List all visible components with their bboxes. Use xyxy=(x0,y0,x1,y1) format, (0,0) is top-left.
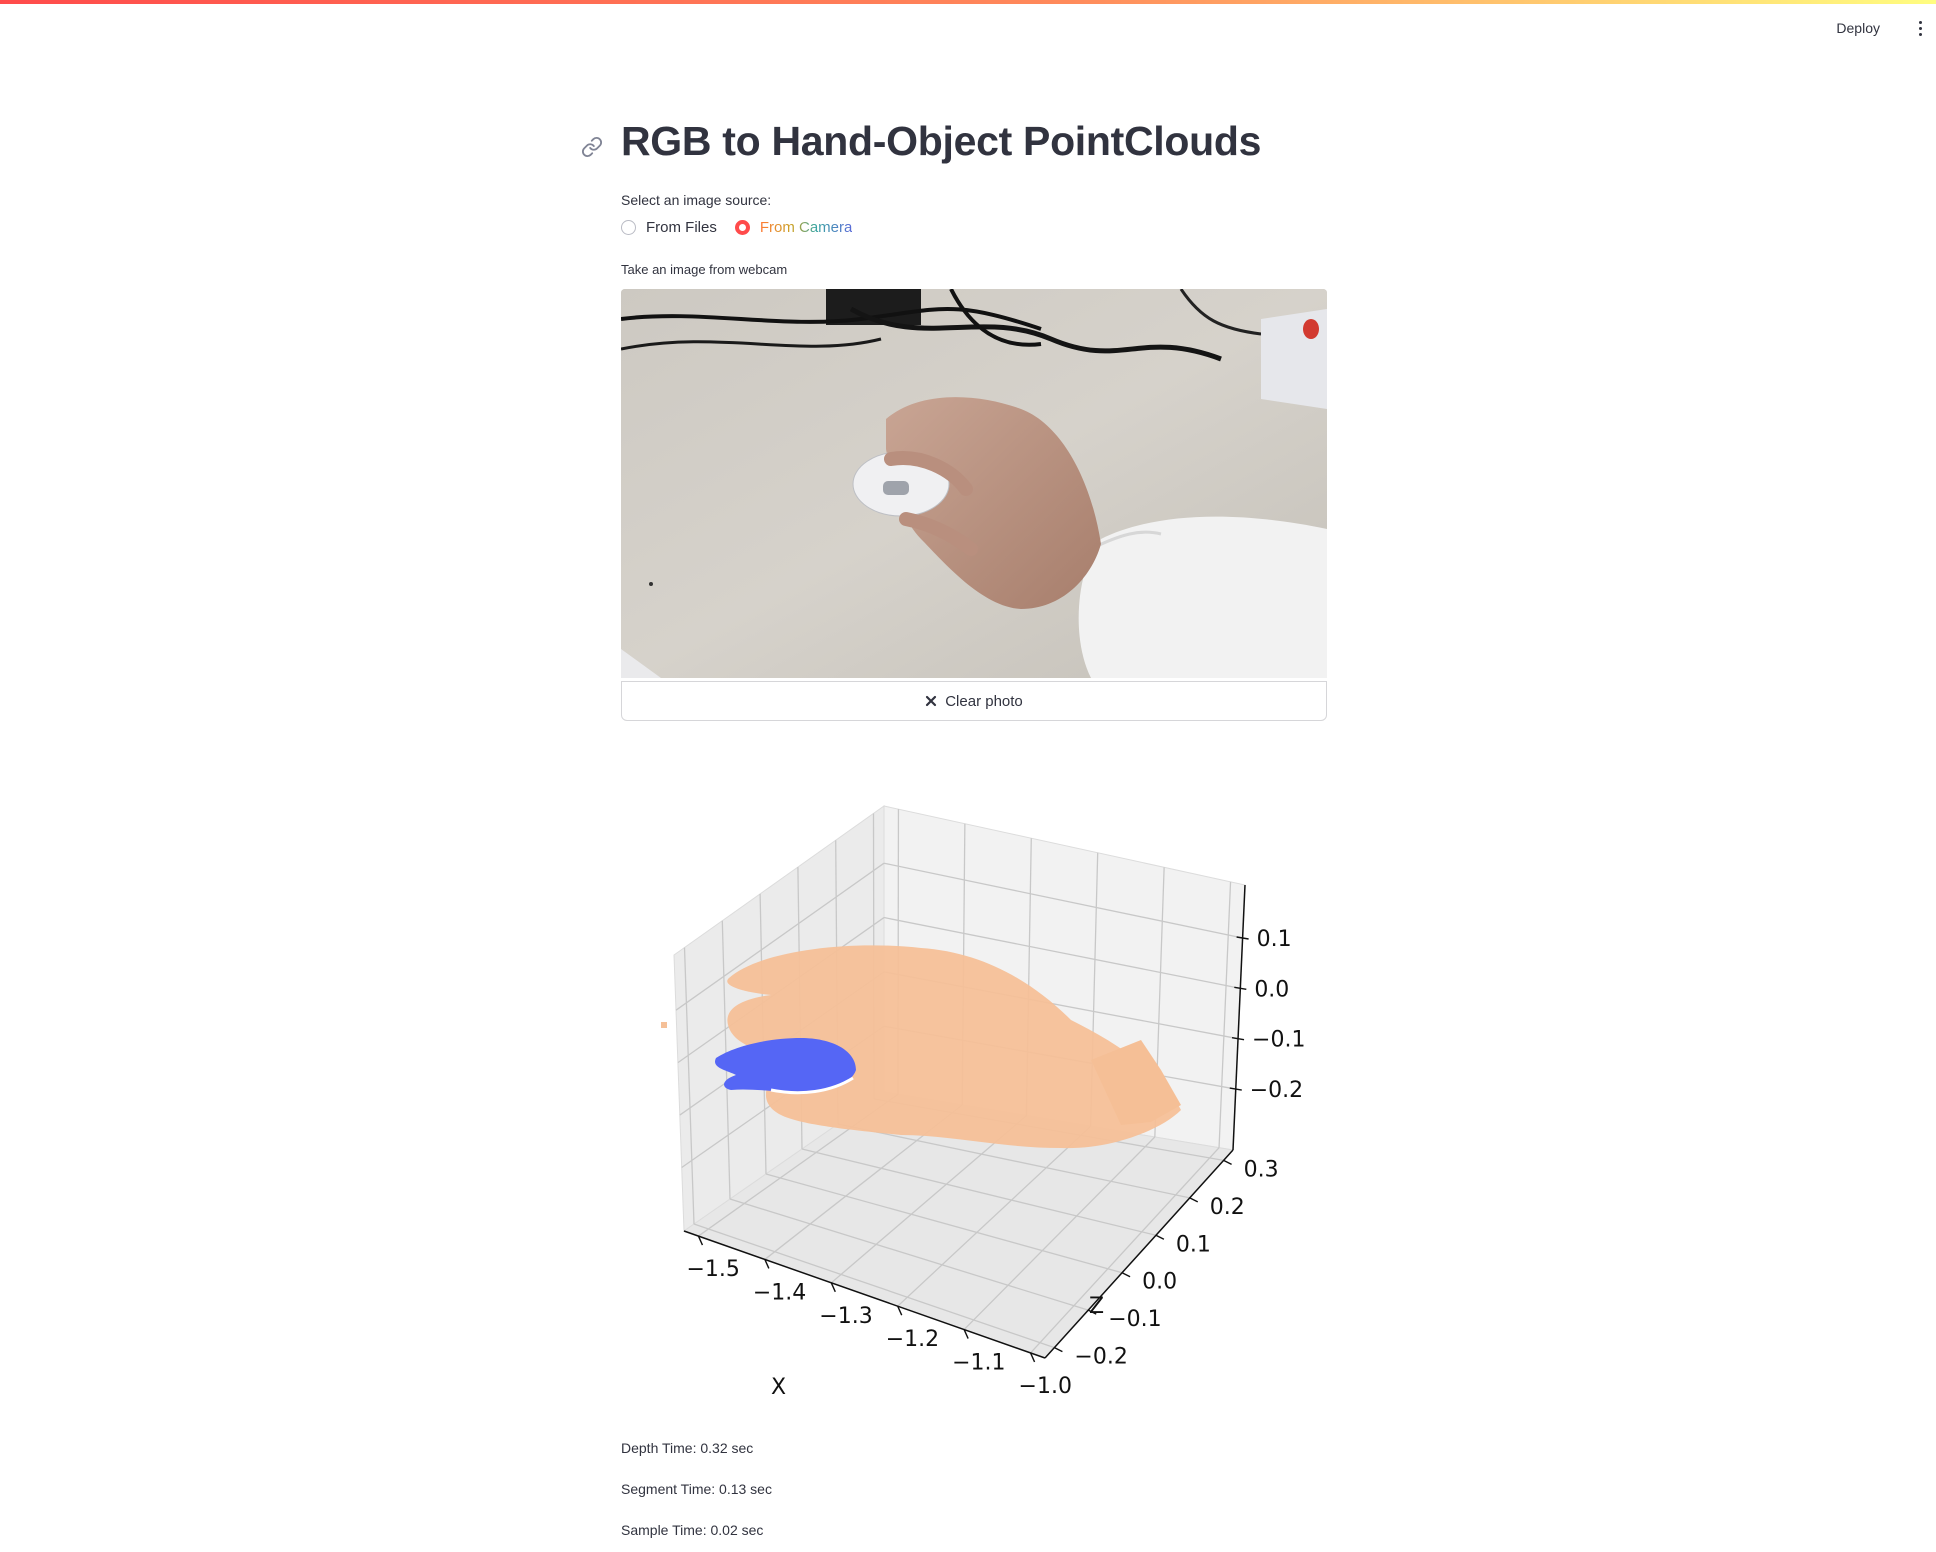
z-tick-mark xyxy=(1231,1037,1245,1041)
x-tick-label: −1.5 xyxy=(686,1257,739,1282)
x-tick-mark xyxy=(830,1282,836,1293)
z-axis-line xyxy=(1232,884,1246,1151)
y-tick-mark xyxy=(1155,1234,1165,1240)
page-title: RGB to Hand-Object PointClouds xyxy=(621,118,1262,164)
camera-input-label: Take an image from webcam xyxy=(621,262,788,277)
grid-line-x xyxy=(1030,1147,1220,1354)
z-tick-label: −0.2 xyxy=(1250,1078,1303,1103)
x-tick-label: −1.2 xyxy=(886,1327,939,1352)
grid-line-x xyxy=(830,1115,1027,1284)
main-menu-icon[interactable] xyxy=(1910,16,1930,40)
grid-line-y xyxy=(765,1173,1123,1274)
y-tick-mark xyxy=(1189,1197,1199,1203)
grid-line-y xyxy=(693,1223,1055,1349)
z-tick-label: 0.1 xyxy=(1257,927,1292,952)
grid-line-y xyxy=(837,1123,1190,1199)
grid-line-x xyxy=(963,1136,1156,1331)
x-tick-mark xyxy=(697,1235,704,1246)
grid-line-y xyxy=(729,1198,1089,1311)
z-tick-mark xyxy=(1236,936,1249,940)
grid-line-y-wall xyxy=(683,947,695,1225)
depth-time-text: Depth Time: 0.32 sec xyxy=(621,1440,754,1456)
grid-line-z-left xyxy=(675,862,885,1011)
y-tick-mark xyxy=(1121,1272,1131,1278)
y-tick-mark xyxy=(1223,1159,1232,1166)
camera-photo xyxy=(621,289,1327,678)
sample-time-text: Sample Time: 0.02 sec xyxy=(621,1522,764,1538)
z-tick-mark xyxy=(1234,986,1247,991)
radio-from-camera-label: From Camera xyxy=(759,219,853,236)
y-tick-label: 0.2 xyxy=(1210,1195,1245,1220)
close-icon xyxy=(926,695,937,707)
y-tick-label: −0.1 xyxy=(1108,1307,1161,1332)
deploy-button[interactable]: Deploy xyxy=(1836,20,1880,36)
x-tick-mark xyxy=(764,1259,770,1269)
x-tick-label: −1.0 xyxy=(1019,1374,1072,1399)
segment-time-text: Segment Time: 0.13 sec xyxy=(621,1481,772,1497)
x-tick-mark xyxy=(1029,1352,1036,1363)
radio-from-files[interactable]: From Files xyxy=(621,219,717,236)
x-tick-label: −1.3 xyxy=(819,1304,872,1329)
y-tick-label: 0.3 xyxy=(1244,1157,1279,1182)
x-tick-mark xyxy=(963,1329,969,1339)
radio-circle-checked[interactable] xyxy=(734,220,750,235)
y-axis-line xyxy=(1044,1149,1234,1359)
grid-line-x-wall xyxy=(1218,881,1232,1148)
grid-line-z xyxy=(883,862,1243,939)
title-row: RGB to Hand-Object PointClouds xyxy=(581,118,1327,165)
radio-circle-unchecked[interactable] xyxy=(621,220,636,235)
y-tick-mark xyxy=(1087,1309,1097,1315)
z-tick-label: −0.1 xyxy=(1252,1028,1305,1053)
link-anchor-icon[interactable] xyxy=(581,136,603,158)
grid-line-y xyxy=(801,1148,1157,1236)
pointcloud-3d-plot: −1.5 −1.4 −1.3 −1.2 −1.1 −1.0 −0.2 −0.1 0.0 0.1 0.… xyxy=(621,770,1327,1420)
x-axis-line xyxy=(683,1230,1046,1359)
object-pointcloud xyxy=(715,1038,856,1095)
clear-photo-label: Clear photo xyxy=(945,692,1023,710)
x-tick-label: −1.1 xyxy=(952,1351,1005,1376)
y-tick-label: −0.2 xyxy=(1074,1345,1127,1370)
image-source-label: Select an image source: xyxy=(621,192,772,208)
tick-marks xyxy=(697,936,1249,1363)
x-tick-label: −1.4 xyxy=(753,1280,806,1305)
radio-from-camera[interactable]: From Camera xyxy=(734,219,853,236)
z-axis-label: Z xyxy=(1089,1294,1104,1319)
x-tick-mark xyxy=(897,1305,903,1316)
clear-photo-button[interactable]: Clear photo xyxy=(621,681,1327,721)
app-toolbar: Deploy xyxy=(1824,14,1936,42)
y-tick-label: 0.1 xyxy=(1176,1232,1211,1257)
pointcloud-3d-chart: −1.5−1.4−1.3−1.2−1.1−1.0−0.2−0.10.00.10.… xyxy=(661,805,1305,1400)
grid-line-x xyxy=(897,1125,1092,1307)
top-decoration-bar xyxy=(0,0,1936,4)
axis-lines xyxy=(683,884,1246,1359)
webcam-photo-image xyxy=(621,289,1327,678)
z-tick-label: 0.0 xyxy=(1254,977,1289,1002)
image-source-radio-group: From Files From Camera xyxy=(621,219,852,236)
hand-pointcloud xyxy=(661,945,1181,1149)
radio-from-files-label: From Files xyxy=(646,219,717,236)
grid-line-z xyxy=(883,916,1241,989)
x-axis-label: X xyxy=(771,1375,786,1400)
tick-labels: −1.5−1.4−1.3−1.2−1.1−1.0−0.2−0.10.00.10.… xyxy=(686,927,1305,1399)
y-tick-mark xyxy=(1054,1346,1063,1353)
y-tick-label: 0.0 xyxy=(1142,1270,1177,1295)
z-tick-mark xyxy=(1229,1087,1242,1091)
